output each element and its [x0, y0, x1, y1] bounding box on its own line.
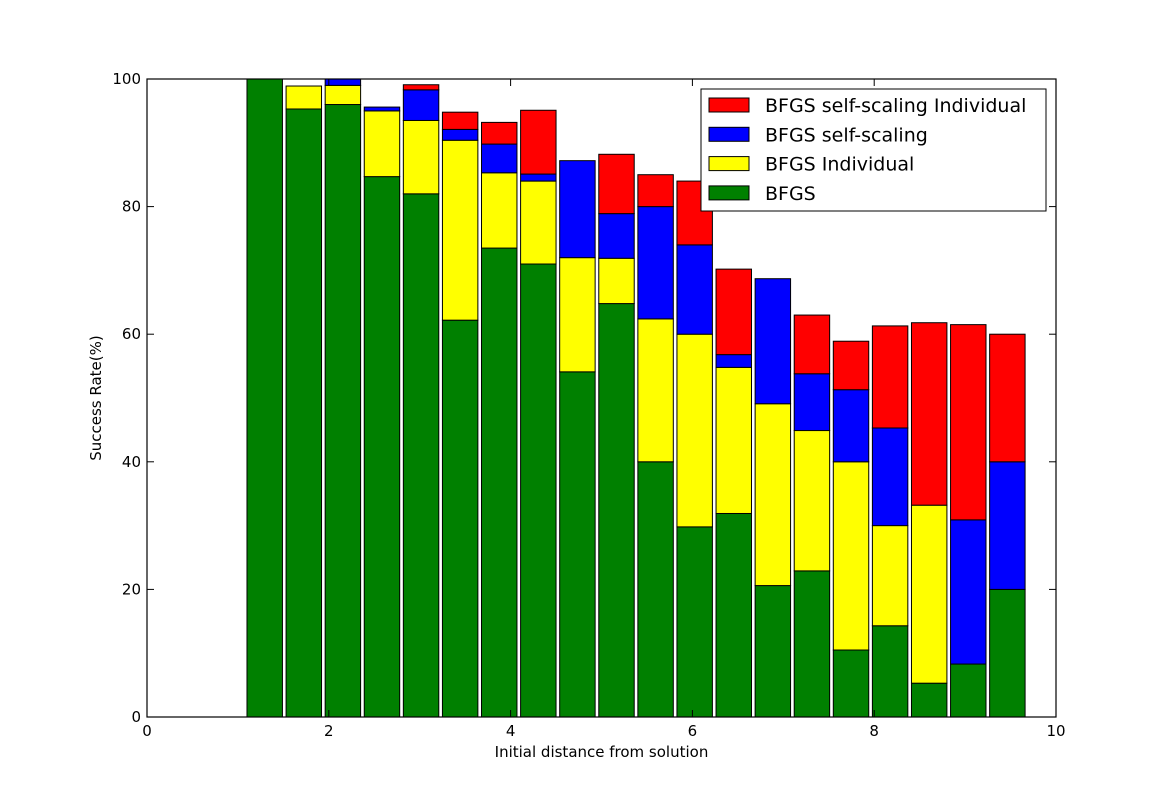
bar-bfgs-individual-16: [832, 461, 870, 651]
bar-bfgs-self-scaling-individual-19: [950, 324, 987, 521]
bar-bfgs-self-scaling-14: [754, 278, 792, 405]
bar-bfgs-individual-11: [637, 318, 674, 463]
x-tick-label: 6: [688, 722, 698, 740]
x-tick-label: 4: [506, 722, 516, 740]
bars-layer: [246, 78, 1026, 718]
x-axis-label: Initial distance from solution: [495, 743, 709, 761]
y-tick-label: 60: [122, 325, 141, 343]
bar-bfgs-self-scaling-individual-18: [910, 322, 948, 506]
bar-bfgs-self-scaling-individual-17: [871, 325, 909, 429]
y-tick-label: 40: [122, 453, 141, 471]
legend-swatch-bfgs: [708, 185, 750, 201]
y-tick-label: 80: [122, 198, 141, 216]
bar-bfgs-individual-12: [676, 333, 713, 528]
bar-bfgs-self-scaling-9: [559, 160, 596, 259]
bar-bfgs-self-scaling-3: [324, 78, 362, 86]
legend-swatch-bfgs-individual: [708, 156, 750, 172]
legend-label-bfgs: BFGS: [765, 183, 816, 205]
x-tick-label: 8: [869, 722, 879, 740]
bar-bfgs-individual-17: [871, 525, 909, 627]
bar-bfgs-self-scaling-individual-13: [715, 268, 752, 356]
bar-bfgs-individual-13: [715, 366, 752, 514]
bar-bfgs-14: [754, 585, 792, 718]
bar-bfgs-individual-15: [793, 430, 831, 572]
bar-bfgs-self-scaling-5: [402, 89, 440, 121]
bar-bfgs-1: [246, 78, 283, 718]
bar-bfgs-2: [285, 108, 323, 718]
bar-bfgs-self-scaling-individual-11: [637, 174, 674, 208]
bar-bfgs-self-scaling-10: [598, 213, 635, 259]
y-axis-label: Success Rate(%): [87, 335, 105, 461]
bar-bfgs-self-scaling-individual-16: [832, 340, 870, 391]
bar-bfgs-10: [598, 303, 635, 718]
legend-box: [700, 88, 1047, 212]
bar-bfgs-individual-5: [402, 119, 440, 195]
bar-bfgs-4: [363, 176, 401, 718]
bar-bfgs-self-scaling-6: [441, 128, 479, 141]
bar-bfgs-individual-8: [520, 180, 557, 265]
bar-bfgs-12: [676, 526, 713, 718]
bar-bfgs-13: [715, 512, 752, 718]
y-tick-label: 20: [122, 580, 141, 598]
bar-bfgs-8: [520, 263, 557, 718]
bar-bfgs-individual-10: [598, 257, 635, 305]
bar-bfgs-5: [402, 193, 440, 718]
bar-bfgs-3: [324, 104, 362, 718]
bar-bfgs-self-scaling-individual-15: [793, 314, 831, 375]
bar-bfgs-individual-2: [285, 85, 323, 110]
bar-bfgs-self-scaling-individual-5: [402, 84, 440, 91]
plot-frame: [146, 78, 1057, 718]
bar-bfgs-20: [989, 588, 1026, 718]
bar-bfgs-self-scaling-individual-20: [989, 333, 1026, 463]
x-tick-label: 10: [1046, 722, 1065, 740]
bar-bfgs-individual-6: [441, 139, 479, 321]
bar-bfgs-self-scaling-12: [676, 244, 713, 335]
legend-label-bfgs-self-scaling-individual: BFGS self-scaling Individual: [765, 95, 1026, 117]
bar-bfgs-self-scaling-16: [832, 389, 870, 463]
bar-bfgs-19: [950, 663, 987, 718]
bar-bfgs-individual-9: [559, 257, 596, 373]
legend-label-bfgs-individual: BFGS Individual: [765, 154, 914, 176]
bar-bfgs-self-scaling-7: [481, 143, 518, 174]
bar-bfgs-self-scaling-individual-8: [520, 109, 557, 175]
bar-bfgs-self-scaling-4: [363, 106, 401, 112]
x-tick-label: 2: [324, 722, 334, 740]
bar-bfgs-6: [441, 319, 479, 718]
bar-bfgs-self-scaling-15: [793, 373, 831, 432]
bar-bfgs-self-scaling-13: [715, 354, 752, 368]
bar-bfgs-17: [871, 625, 909, 718]
bar-bfgs-self-scaling-11: [637, 206, 674, 320]
bar-bfgs-individual-7: [481, 172, 518, 249]
bar-bfgs-self-scaling-20: [989, 461, 1026, 590]
bar-bfgs-self-scaling-individual-6: [441, 111, 479, 130]
bar-bfgs-self-scaling-8: [520, 173, 557, 182]
x-tick-label: 0: [142, 722, 152, 740]
bar-bfgs-self-scaling-17: [871, 427, 909, 527]
bar-bfgs-7: [481, 247, 518, 718]
y-tick-label: 100: [112, 70, 141, 88]
bar-bfgs-self-scaling-19: [950, 519, 987, 665]
legend-swatch-bfgs-self-scaling: [708, 126, 750, 142]
bar-bfgs-individual-18: [910, 504, 948, 684]
bar-bfgs-9: [559, 371, 596, 718]
bar-bfgs-11: [637, 461, 674, 718]
bar-bfgs-self-scaling-individual-7: [481, 121, 518, 145]
legend: BFGS self-scaling Individual BFGS self-sc…: [700, 88, 1047, 212]
bar-bfgs-15: [793, 570, 831, 718]
bar-bfgs-18: [910, 682, 948, 718]
y-tick-label: 0: [131, 708, 141, 726]
bar-bfgs-individual-3: [324, 84, 362, 106]
bar-bfgs-16: [832, 649, 870, 718]
bar-bfgs-individual-4: [363, 110, 401, 178]
legend-label-bfgs-self-scaling: BFGS self-scaling: [765, 124, 928, 146]
bar-bfgs-individual-14: [754, 403, 792, 587]
bar-bfgs-self-scaling-individual-10: [598, 153, 635, 215]
legend-swatch-bfgs-self-scaling-individual: [708, 97, 750, 113]
